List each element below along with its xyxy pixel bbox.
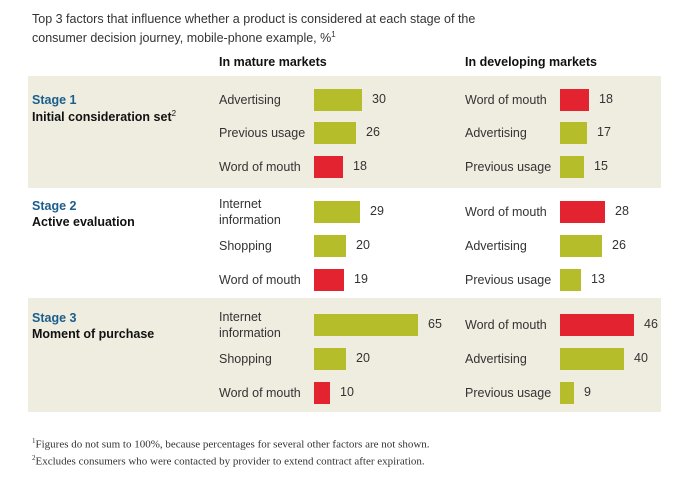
column-header-developing: In developing markets xyxy=(465,55,597,69)
stage-3-developing-2-factor-label: Advertising xyxy=(465,352,527,366)
stage-1-name: Initial consideration set2 xyxy=(32,109,176,124)
stage-2-developing-1-factor-label: Word of mouth xyxy=(465,205,547,219)
footnote-1-text: Figures do not sum to 100%, because perc… xyxy=(35,438,430,451)
stage-2-mature-1-value-label: 29 xyxy=(370,204,384,218)
stage-3-mature-3-value-label: 10 xyxy=(340,385,354,399)
footnote-1: 1Figures do not sum to 100%, because per… xyxy=(32,437,430,451)
chart-title: Top 3 factors that influence whether a p… xyxy=(32,11,532,46)
stage-2-mature-2-bar xyxy=(314,235,346,257)
stage-1-mature-2-value-label: 26 xyxy=(366,125,380,139)
stage-1-developing-1-factor-label: Word of mouth xyxy=(465,93,547,107)
stage-2-developing-3-factor-label: Previous usage xyxy=(465,273,552,287)
stage-2-developing-2-bar xyxy=(560,235,602,257)
footnote-1-mark: 1 xyxy=(32,437,36,445)
stage-2-developing-3-bar xyxy=(560,269,581,291)
stage-1-developing-2-value-label: 17 xyxy=(597,125,611,139)
stage-1-mature-3-value-label: 18 xyxy=(353,159,367,173)
stage-2-mature-2-value-label: 20 xyxy=(356,238,370,252)
stage-3-mature-2-bar xyxy=(314,348,346,370)
title-footnote-mark: 1 xyxy=(331,30,336,39)
stage-3-mature-2-factor-label: Shopping xyxy=(219,352,272,366)
stage-1-developing-1-value-label: 18 xyxy=(599,92,613,106)
stage-2-mature-3-value-label: 19 xyxy=(354,272,368,286)
stage-3-mature-1-bar xyxy=(314,314,418,336)
footnote-2-mark: 2 xyxy=(32,454,36,462)
stage-1-name-text: Initial consideration set xyxy=(32,110,172,125)
stage-1-developing-1-bar xyxy=(560,89,589,111)
stage-3-mature-1-factor-label: Internet information xyxy=(219,310,281,340)
stage-1-developing-2-factor-label: Advertising xyxy=(465,126,527,140)
stage-3-mature-2-value-label: 20 xyxy=(356,351,370,365)
stage-1-number: Stage 1 xyxy=(32,93,77,107)
stage-1-developing-3-value-label: 15 xyxy=(594,159,608,173)
stage-3-developing-3-factor-label: Previous usage xyxy=(465,386,552,400)
stage-3-developing-3-value-label: 9 xyxy=(584,385,591,399)
stage-2-name: Active evaluation xyxy=(32,215,135,229)
stage-1-developing-3-factor-label: Previous usage xyxy=(465,160,552,174)
stage-2-mature-3-factor-label: Word of mouth xyxy=(219,273,301,287)
stage-3-mature-3-factor-label: Word of mouth xyxy=(219,386,301,400)
stage-2-developing-1-bar xyxy=(560,201,605,223)
column-header-mature: In mature markets xyxy=(219,55,327,69)
stage-3-name: Moment of purchase xyxy=(32,327,155,341)
stage-3-developing-3-bar xyxy=(560,382,574,404)
stage-1-developing-2-bar xyxy=(560,122,587,144)
stage-3-developing-1-factor-label: Word of mouth xyxy=(465,318,547,332)
stage-3-developing-1-bar xyxy=(560,314,634,336)
stage-3-developing-1-value-label: 46 xyxy=(644,317,658,331)
stage-2-mature-2-factor-label: Shopping xyxy=(219,239,272,253)
stage-2-mature-1-bar xyxy=(314,201,360,223)
stage-2-number: Stage 2 xyxy=(32,199,77,213)
stage-1-mature-3-factor-label: Word of mouth xyxy=(219,160,301,174)
stage-2-developing-1-value-label: 28 xyxy=(615,204,629,218)
footnote-2: 2Excludes consumers who were contacted b… xyxy=(32,454,425,468)
stage-1-mature-1-bar xyxy=(314,89,362,111)
chart-title-text: Top 3 factors that influence whether a p… xyxy=(32,12,476,46)
stage-1-mature-3-bar xyxy=(314,156,343,178)
stage-3-developing-2-bar xyxy=(560,348,624,370)
stage-1-mature-2-factor-label: Previous usage xyxy=(219,126,306,140)
stage-3-developing-2-value-label: 40 xyxy=(634,351,648,365)
stage-1-footnote-mark: 2 xyxy=(171,109,177,118)
stage-1-mature-2-bar xyxy=(314,122,356,144)
stage-1-developing-3-bar xyxy=(560,156,584,178)
stage-2-developing-2-factor-label: Advertising xyxy=(465,239,527,253)
stage-2-mature-1-factor-label: Internet information xyxy=(219,197,281,227)
stage-3-mature-3-bar xyxy=(314,382,330,404)
stage-1-mature-1-value-label: 30 xyxy=(372,92,386,106)
stage-2-developing-3-value-label: 13 xyxy=(591,272,605,286)
stage-3-number: Stage 3 xyxy=(32,311,77,325)
stage-1-mature-1-factor-label: Advertising xyxy=(219,93,281,107)
stage-3-mature-1-value-label: 65 xyxy=(428,317,442,331)
stage-2-mature-3-bar xyxy=(314,269,344,291)
stage-2-developing-2-value-label: 26 xyxy=(612,238,626,252)
footnote-2-text: Excludes consumers who were contacted by… xyxy=(35,455,425,468)
